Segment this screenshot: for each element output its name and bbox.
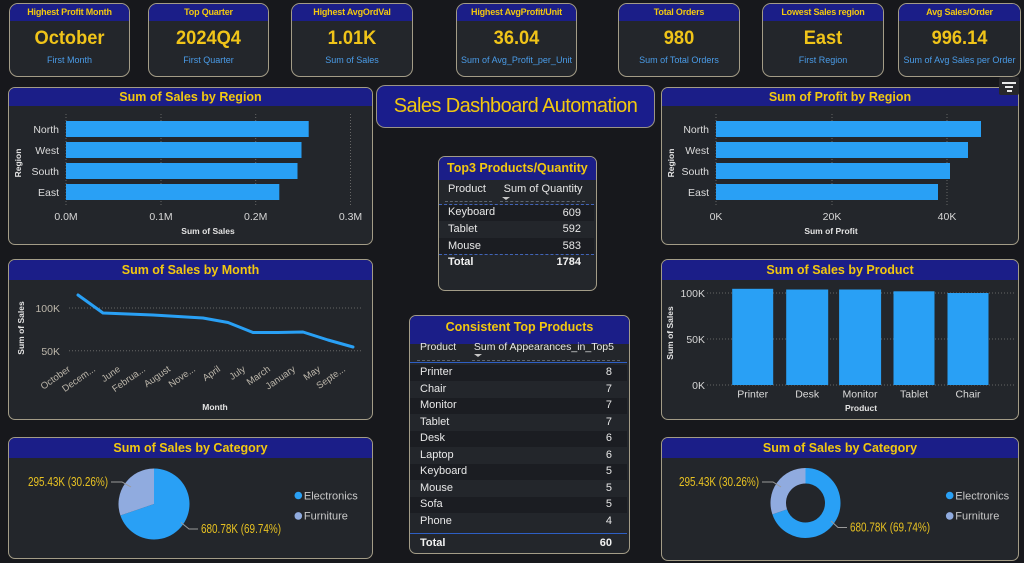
svg-text:South: South bbox=[682, 166, 710, 178]
svg-text:Sum of Sales: Sum of Sales bbox=[181, 226, 235, 236]
svg-text:295.43K (30.26%): 295.43K (30.26%) bbox=[28, 475, 108, 489]
svg-text:680.78K (69.74%): 680.78K (69.74%) bbox=[201, 522, 281, 536]
svg-text:40K: 40K bbox=[938, 211, 957, 223]
svg-text:0K: 0K bbox=[710, 211, 723, 223]
svg-text:Tablet: Tablet bbox=[900, 389, 928, 401]
svg-text:Product: Product bbox=[845, 403, 877, 413]
svg-text:Region: Region bbox=[666, 149, 676, 178]
svg-text:East: East bbox=[38, 187, 59, 199]
svg-text:Month: Month bbox=[202, 402, 228, 412]
svg-text:295.43K (30.26%): 295.43K (30.26%) bbox=[679, 475, 759, 489]
svg-text:Sum of Sales: Sum of Sales bbox=[16, 301, 26, 355]
svg-text:0.1M: 0.1M bbox=[149, 211, 172, 223]
svg-text:Chair: Chair bbox=[955, 389, 981, 401]
svg-text:North: North bbox=[683, 124, 709, 136]
svg-text:Region: Region bbox=[13, 149, 23, 178]
svg-text:Sum of Profit: Sum of Profit bbox=[804, 226, 858, 236]
svg-text:August: August bbox=[142, 364, 173, 390]
svg-text:20K: 20K bbox=[823, 211, 842, 223]
svg-text:100K: 100K bbox=[35, 303, 60, 315]
svg-text:100K: 100K bbox=[680, 288, 705, 300]
svg-text:0K: 0K bbox=[692, 380, 705, 392]
svg-text:West: West bbox=[35, 145, 59, 157]
svg-text:Electronics: Electronics bbox=[304, 490, 358, 502]
svg-text:0.2M: 0.2M bbox=[244, 211, 267, 223]
svg-text:North: North bbox=[33, 124, 59, 136]
svg-text:Furniture: Furniture bbox=[955, 511, 999, 523]
svg-text:Sum of Sales: Sum of Sales bbox=[665, 306, 675, 360]
svg-text:50K: 50K bbox=[686, 334, 705, 346]
svg-text:East: East bbox=[688, 187, 709, 199]
svg-text:Desk: Desk bbox=[795, 389, 820, 401]
svg-text:West: West bbox=[685, 145, 709, 157]
svg-text:Printer: Printer bbox=[737, 389, 768, 401]
svg-text:Furniture: Furniture bbox=[304, 511, 348, 523]
svg-text:Septe...: Septe... bbox=[315, 364, 348, 392]
svg-text:680.78K (69.74%): 680.78K (69.74%) bbox=[850, 521, 930, 535]
svg-text:0.3M: 0.3M bbox=[339, 211, 362, 223]
svg-text:April: April bbox=[201, 364, 223, 384]
svg-text:50K: 50K bbox=[41, 346, 60, 358]
svg-text:South: South bbox=[32, 166, 60, 178]
svg-text:Monitor: Monitor bbox=[842, 389, 878, 401]
svg-text:Electronics: Electronics bbox=[955, 490, 1009, 502]
svg-text:Nove...: Nove... bbox=[167, 364, 198, 390]
svg-text:0.0M: 0.0M bbox=[54, 211, 77, 223]
